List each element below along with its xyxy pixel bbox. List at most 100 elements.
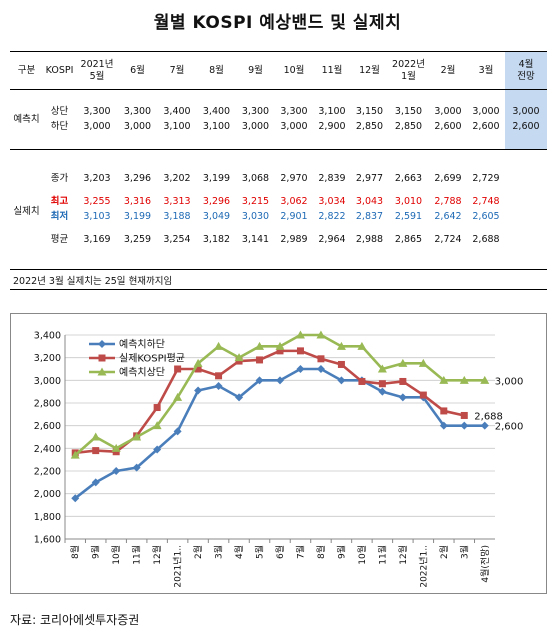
min-value: 2,901 xyxy=(280,210,308,222)
table-header-cell: 8월 xyxy=(197,51,236,90)
avg-value: 3,182 xyxy=(202,233,231,245)
lower-value: 2,600 xyxy=(512,120,540,132)
y-tick-label: 3,400 xyxy=(34,331,61,342)
close-value: 3,296 xyxy=(123,173,152,184)
data-point xyxy=(214,382,223,390)
lower-value: 3,000 xyxy=(83,120,111,132)
data-point xyxy=(98,340,106,348)
table-header-cell: 2월 xyxy=(429,51,467,90)
spacer xyxy=(159,186,195,195)
upper-value: 3,150 xyxy=(394,106,423,118)
min-value: 3,030 xyxy=(241,210,270,222)
forecast-cell: 3,150 2,850 xyxy=(388,89,429,150)
close-value: 3,202 xyxy=(163,173,191,184)
spacer xyxy=(431,224,465,233)
x-tick-label: 2월 xyxy=(192,545,204,559)
data-point xyxy=(439,421,448,430)
min-value: 2,642 xyxy=(434,210,462,222)
close-value: 2,729 xyxy=(472,173,500,184)
upper-value: 3,300 xyxy=(123,106,152,118)
max-value: 3,296 xyxy=(202,196,231,208)
data-point xyxy=(398,358,408,367)
close-value: 3,199 xyxy=(202,173,231,184)
upper-label: 상단 xyxy=(50,106,69,118)
upper-value: 3,100 xyxy=(318,106,346,118)
forecast-cell: 3,000 2,600 xyxy=(505,89,547,150)
table-header-cell: 4월 전망 xyxy=(505,51,547,90)
x-tick-label: 11월 xyxy=(131,545,143,565)
data-point xyxy=(337,376,346,385)
spacer xyxy=(431,186,465,195)
table-header-cell: 3월 xyxy=(467,51,505,90)
legend-label: 예측치상단 xyxy=(119,367,165,379)
legend-label: 실제KOSPI평균 xyxy=(119,353,185,365)
data-point xyxy=(235,393,244,402)
table-header-cell: 7월 xyxy=(157,51,197,90)
end-value-label: 2,600 xyxy=(495,422,524,433)
data-point xyxy=(480,421,489,430)
min-label: 최저 xyxy=(50,210,69,222)
data-point xyxy=(358,377,366,385)
close-value: 3,203 xyxy=(83,173,111,184)
x-tick-label: 10월 xyxy=(110,545,122,565)
data-point xyxy=(112,467,121,475)
avg-value: 2,964 xyxy=(318,233,346,245)
data-point xyxy=(357,341,367,350)
y-tick-label: 1,600 xyxy=(34,535,61,546)
spacer xyxy=(238,224,273,233)
max-value: 3,215 xyxy=(241,196,270,208)
table-header-cell: 12월 xyxy=(351,51,388,90)
table-header-row: 구분 KOSPI 2021년 5월 6월 7월 8월 9월 10월 11월 12월 2022년 1월 2월… xyxy=(10,51,547,90)
upper-value: 3,000 xyxy=(512,106,540,118)
actual-cell: 2,977 3,043 2,837 2,988 xyxy=(351,150,388,270)
data-point xyxy=(214,341,224,350)
x-tick-label: 3월 xyxy=(213,545,225,559)
avg-value: 2,724 xyxy=(434,233,462,245)
upper-value: 3,150 xyxy=(355,106,384,118)
lower-value: 2,900 xyxy=(318,120,346,132)
data-point xyxy=(378,387,387,396)
y-tick-label: 2,000 xyxy=(34,489,61,500)
forecast-label: 예측치 xyxy=(10,89,43,150)
forecast-cell: 3,400 3,100 xyxy=(157,89,197,150)
data-point xyxy=(173,392,183,401)
data-point xyxy=(459,375,469,384)
max-value: 3,034 xyxy=(318,196,346,208)
upper-value: 3,000 xyxy=(472,106,500,118)
table-header-cell: 9월 xyxy=(236,51,275,90)
x-tick-label: 12월 xyxy=(397,545,409,565)
data-point xyxy=(276,376,284,385)
data-point xyxy=(194,365,202,373)
data-point xyxy=(337,360,345,368)
x-tick-label: 4월 xyxy=(233,545,245,559)
data-point xyxy=(92,447,100,455)
data-point xyxy=(98,354,106,362)
page-title: 월별 KOSPI 예상밴드 및 실제치 xyxy=(153,13,402,33)
data-point xyxy=(378,380,386,388)
max-value: 2,788 xyxy=(434,196,462,208)
y-tick-label: 2,400 xyxy=(34,444,61,455)
data-point xyxy=(132,463,141,472)
actual-cell: 3,199 3,296 3,049 3,182 xyxy=(197,150,236,270)
spacer xyxy=(353,224,386,233)
min-value: 3,199 xyxy=(123,210,152,222)
x-tick-label: 9월 xyxy=(335,545,347,559)
data-point xyxy=(256,356,264,364)
line-chart: 1,600 1,800 2,000 2,200 2,400 2,600 2,800 3,000… xyxy=(34,330,524,588)
avg-value: 3,259 xyxy=(123,233,152,245)
spacer xyxy=(507,201,545,210)
close-value: 2,699 xyxy=(434,173,462,184)
upper-value: 3,400 xyxy=(163,106,191,118)
x-tick-label: 2021년1.. xyxy=(173,545,184,588)
upper-value: 3,300 xyxy=(241,106,270,118)
actual-cell: 2,699 2,788 2,642 2,724 xyxy=(429,150,467,270)
forecast-cell: 3,400 3,100 xyxy=(197,89,236,150)
min-value: 3,188 xyxy=(163,210,191,222)
lower-label: 하단 xyxy=(50,120,69,132)
avg-value: 2,988 xyxy=(355,233,384,245)
data-point xyxy=(316,365,325,373)
data-point xyxy=(234,353,244,362)
max-value: 3,043 xyxy=(355,196,384,208)
lower-value: 3,100 xyxy=(202,120,231,132)
x-tick-label: 6월 xyxy=(274,545,286,559)
